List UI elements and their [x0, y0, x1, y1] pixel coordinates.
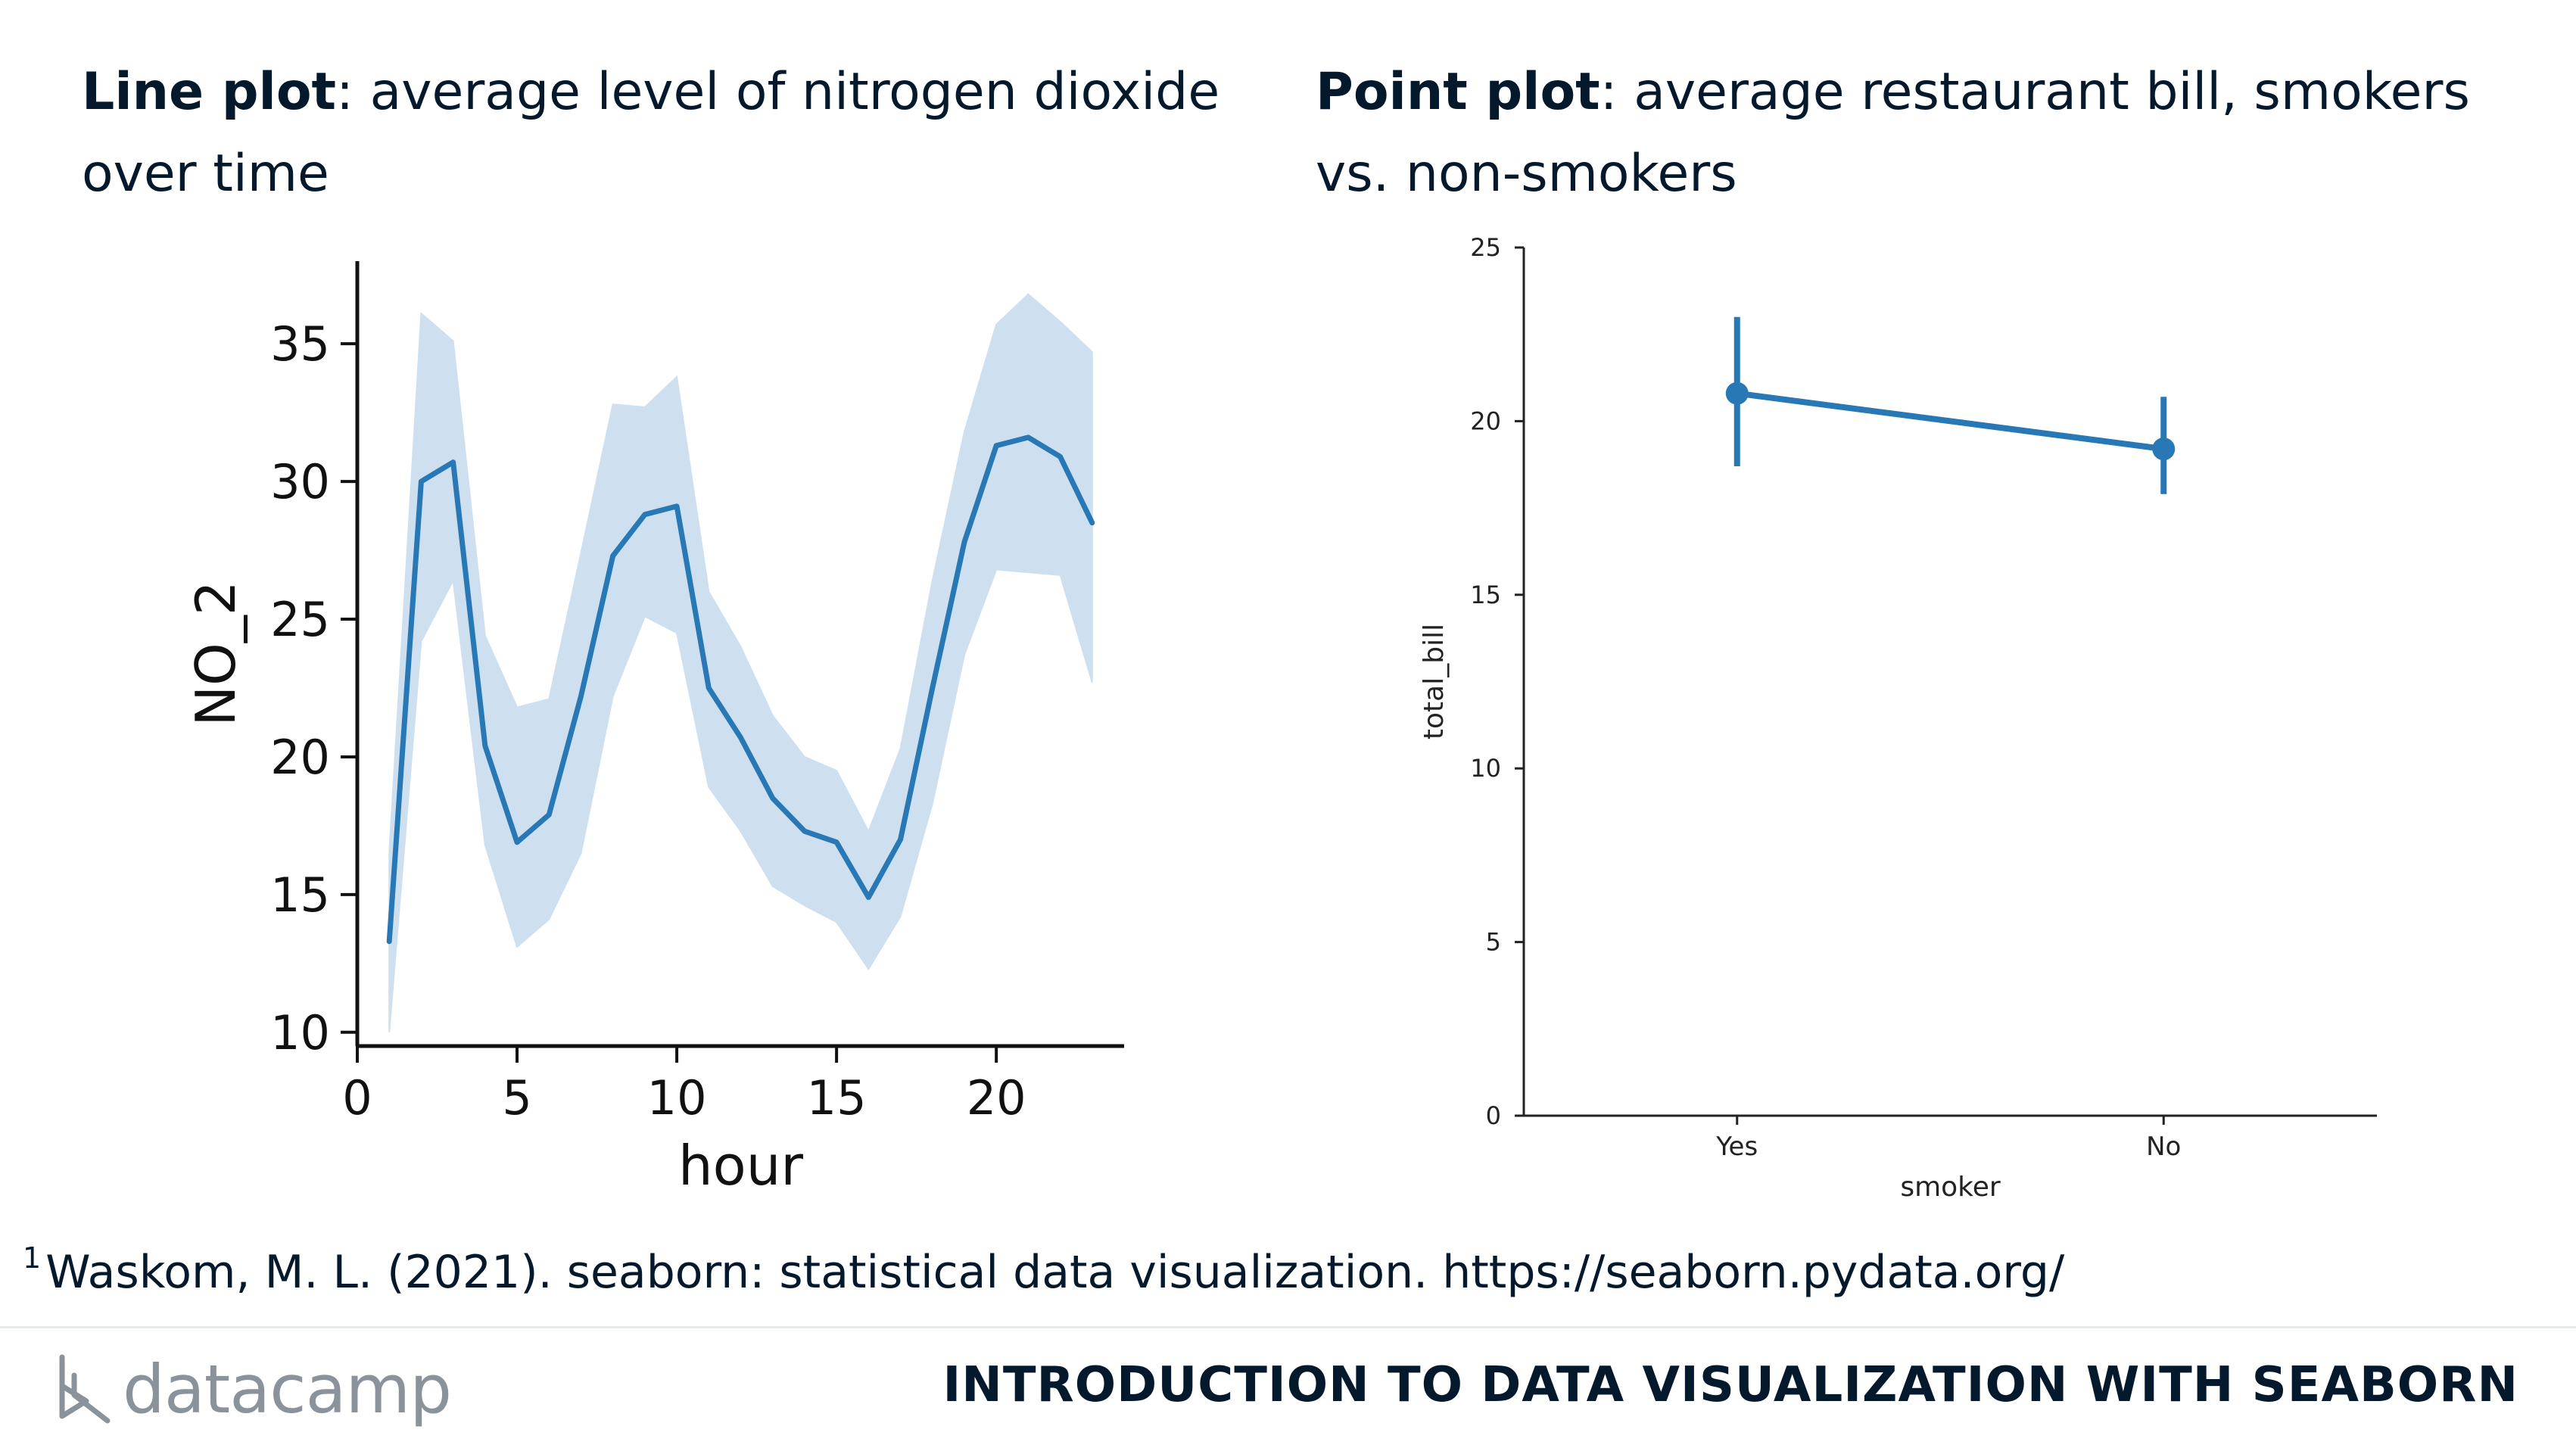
y-tick-label: 0: [1486, 1101, 1501, 1130]
x-tick-label: 5: [502, 1070, 531, 1126]
x-tick-label: 15: [807, 1070, 867, 1126]
x-tick-label: No: [2146, 1132, 2181, 1162]
line-plot-caption-bold: Line plot: [82, 62, 337, 122]
y-tick-label: 20: [270, 730, 330, 785]
footnote-text: Waskom, M. L. (2021). seaborn: statistic…: [45, 1246, 2065, 1299]
line-chart: 10 15 20 25 30 35 0 5 10 15 20 hour NO_2: [184, 261, 1124, 1197]
mean-point: [1725, 381, 1749, 405]
y-tick-label: 20: [1470, 406, 1501, 435]
point-plot-caption-bold: Point plot: [1316, 62, 1600, 122]
x-axis-label: smoker: [1900, 1172, 2001, 1203]
y-tick-label: 15: [1470, 581, 1501, 609]
point-plot-caption: Point plot: average restaurant bill, smo…: [1316, 51, 2542, 215]
point-connector-line: [1737, 390, 2164, 453]
y-axis-label: total_bill: [1419, 624, 1450, 740]
point-chart: 0 5 10 15 20 25 Yes No smoker total_bill: [1419, 233, 2377, 1203]
x-tick-label: Yes: [1715, 1132, 1758, 1162]
y-tick-label: 25: [270, 592, 330, 647]
x-tick-label: 0: [342, 1070, 372, 1126]
y-tick-label: 10: [270, 1005, 330, 1060]
footnote-marker: 1: [23, 1241, 42, 1275]
no2-series-line: [386, 434, 1095, 945]
y-tick-label: 30: [270, 454, 330, 509]
y-tick-label: 35: [270, 316, 330, 372]
mean-point: [2152, 437, 2176, 461]
line-plot-caption-text: : average level of nitrogen dioxide over…: [82, 62, 1220, 204]
y-tick-label: 5: [1486, 928, 1501, 957]
line-plot-caption: Line plot: average level of nitrogen dio…: [82, 51, 1263, 215]
course-title: INTRODUCTION TO DATA VISUALIZATION WITH …: [942, 1357, 2518, 1413]
datacamp-brand[interactable]: datacamp: [55, 1347, 452, 1431]
point-plot-caption-text: : average restaurant bill, smokers vs. n…: [1316, 62, 2470, 204]
x-axis-label: hour: [678, 1134, 803, 1197]
brand-name: datacamp: [123, 1350, 452, 1428]
y-axis-label: NO_2: [184, 581, 248, 726]
datacamp-logo-icon: [59, 1354, 111, 1424]
y-tick-label: 25: [1470, 233, 1501, 262]
y-tick-label: 10: [1470, 754, 1501, 783]
x-tick-label: 10: [647, 1070, 707, 1126]
footnote: 1 Waskom, M. L. (2021). seaborn: statisti…: [23, 1241, 2064, 1299]
footer-divider: [0, 1326, 2576, 1328]
confidence-band: [388, 293, 1093, 1032]
x-tick-label: 20: [967, 1070, 1026, 1126]
y-tick-label: 15: [270, 867, 330, 923]
